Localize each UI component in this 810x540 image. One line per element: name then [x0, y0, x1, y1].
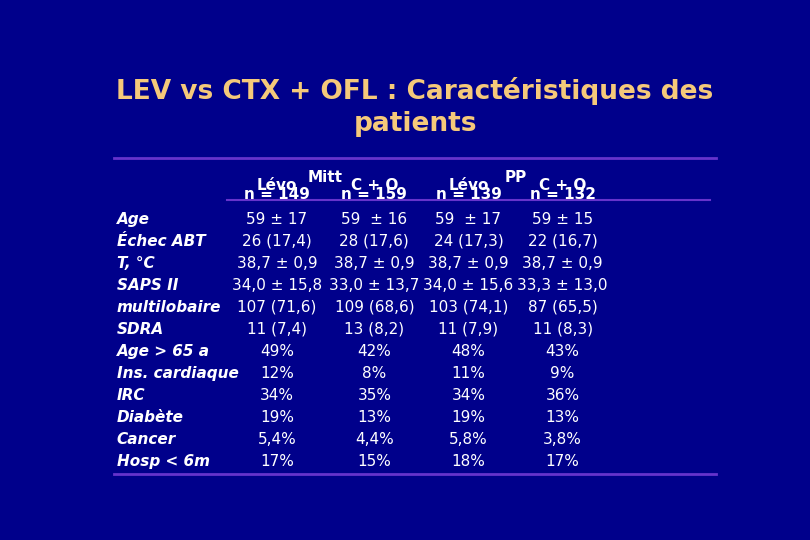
Text: 34,0 ± 15,8: 34,0 ± 15,8 [232, 278, 322, 293]
Text: SDRA: SDRA [117, 322, 164, 337]
Text: 103 (74,1): 103 (74,1) [428, 300, 508, 315]
Text: 34%: 34% [451, 388, 485, 403]
Text: Lévo: Lévo [448, 178, 488, 193]
Text: 12%: 12% [260, 366, 294, 381]
Text: 48%: 48% [451, 344, 485, 359]
Text: 38,7 ± 0,9: 38,7 ± 0,9 [334, 256, 415, 271]
Text: 3,8%: 3,8% [544, 432, 582, 447]
Text: 17%: 17% [260, 454, 294, 469]
Text: 59  ± 17: 59 ± 17 [436, 212, 501, 227]
Text: C + O: C + O [351, 178, 398, 193]
Text: 38,7 ± 0,9: 38,7 ± 0,9 [522, 256, 603, 271]
Text: 19%: 19% [451, 410, 485, 425]
Text: Cancer: Cancer [117, 432, 177, 447]
Text: IRC: IRC [117, 388, 146, 403]
Text: 8%: 8% [362, 366, 386, 381]
Text: 33,0 ± 13,7: 33,0 ± 13,7 [329, 278, 420, 293]
Text: 35%: 35% [357, 388, 391, 403]
Text: 59 ± 17: 59 ± 17 [246, 212, 308, 227]
Text: 59 ± 15: 59 ± 15 [532, 212, 593, 227]
Text: 15%: 15% [357, 454, 391, 469]
Text: Mitt: Mitt [308, 170, 343, 185]
Text: SAPS II: SAPS II [117, 278, 178, 293]
Text: Age: Age [117, 212, 150, 227]
Text: 11 (8,3): 11 (8,3) [533, 322, 593, 337]
Text: Lévo: Lévo [257, 178, 297, 193]
Text: 34%: 34% [260, 388, 294, 403]
Text: 13%: 13% [357, 410, 391, 425]
Text: 24 (17,3): 24 (17,3) [433, 234, 503, 249]
Text: n = 139: n = 139 [436, 187, 501, 202]
Text: patients: patients [353, 111, 477, 137]
Text: n = 159: n = 159 [341, 187, 407, 202]
Text: Ins. cardiaque: Ins. cardiaque [117, 366, 239, 381]
Text: multilobaire: multilobaire [117, 300, 221, 315]
Text: 4,4%: 4,4% [355, 432, 394, 447]
Text: Diabète: Diabète [117, 410, 184, 425]
Text: 109 (68,6): 109 (68,6) [335, 300, 414, 315]
Text: 17%: 17% [546, 454, 580, 469]
Text: 9%: 9% [551, 366, 575, 381]
Text: T, °C: T, °C [117, 256, 155, 271]
Text: 11 (7,9): 11 (7,9) [438, 322, 498, 337]
Text: 107 (71,6): 107 (71,6) [237, 300, 317, 315]
Text: 13 (8,2): 13 (8,2) [344, 322, 404, 337]
Text: 11%: 11% [451, 366, 485, 381]
Text: 28 (17,6): 28 (17,6) [339, 234, 409, 249]
Text: 38,7 ± 0,9: 38,7 ± 0,9 [237, 256, 318, 271]
Text: 59  ± 16: 59 ± 16 [341, 212, 407, 227]
Text: 5,8%: 5,8% [449, 432, 488, 447]
Text: Hosp < 6m: Hosp < 6m [117, 454, 210, 469]
Text: 34,0 ± 15,6: 34,0 ± 15,6 [424, 278, 514, 293]
Text: n = 149: n = 149 [244, 187, 310, 202]
Text: 36%: 36% [546, 388, 580, 403]
Text: n = 132: n = 132 [530, 187, 595, 202]
Text: Échec ABT: Échec ABT [117, 234, 206, 249]
Text: 87 (65,5): 87 (65,5) [528, 300, 598, 315]
Text: 49%: 49% [260, 344, 294, 359]
Text: LEV vs CTX + OFL : Caractéristiques des: LEV vs CTX + OFL : Caractéristiques des [117, 77, 714, 105]
Text: 13%: 13% [546, 410, 580, 425]
Text: 18%: 18% [451, 454, 485, 469]
Text: 11 (7,4): 11 (7,4) [247, 322, 307, 337]
Text: 33,3 ± 13,0: 33,3 ± 13,0 [518, 278, 608, 293]
Text: 26 (17,4): 26 (17,4) [242, 234, 312, 249]
Text: Age > 65 a: Age > 65 a [117, 344, 210, 359]
Text: 5,4%: 5,4% [258, 432, 296, 447]
Text: 38,7 ± 0,9: 38,7 ± 0,9 [428, 256, 509, 271]
Text: 22 (16,7): 22 (16,7) [528, 234, 598, 249]
Text: 42%: 42% [357, 344, 391, 359]
Text: 19%: 19% [260, 410, 294, 425]
Text: PP: PP [505, 170, 526, 185]
Text: C + O: C + O [539, 178, 586, 193]
Text: 43%: 43% [546, 344, 580, 359]
